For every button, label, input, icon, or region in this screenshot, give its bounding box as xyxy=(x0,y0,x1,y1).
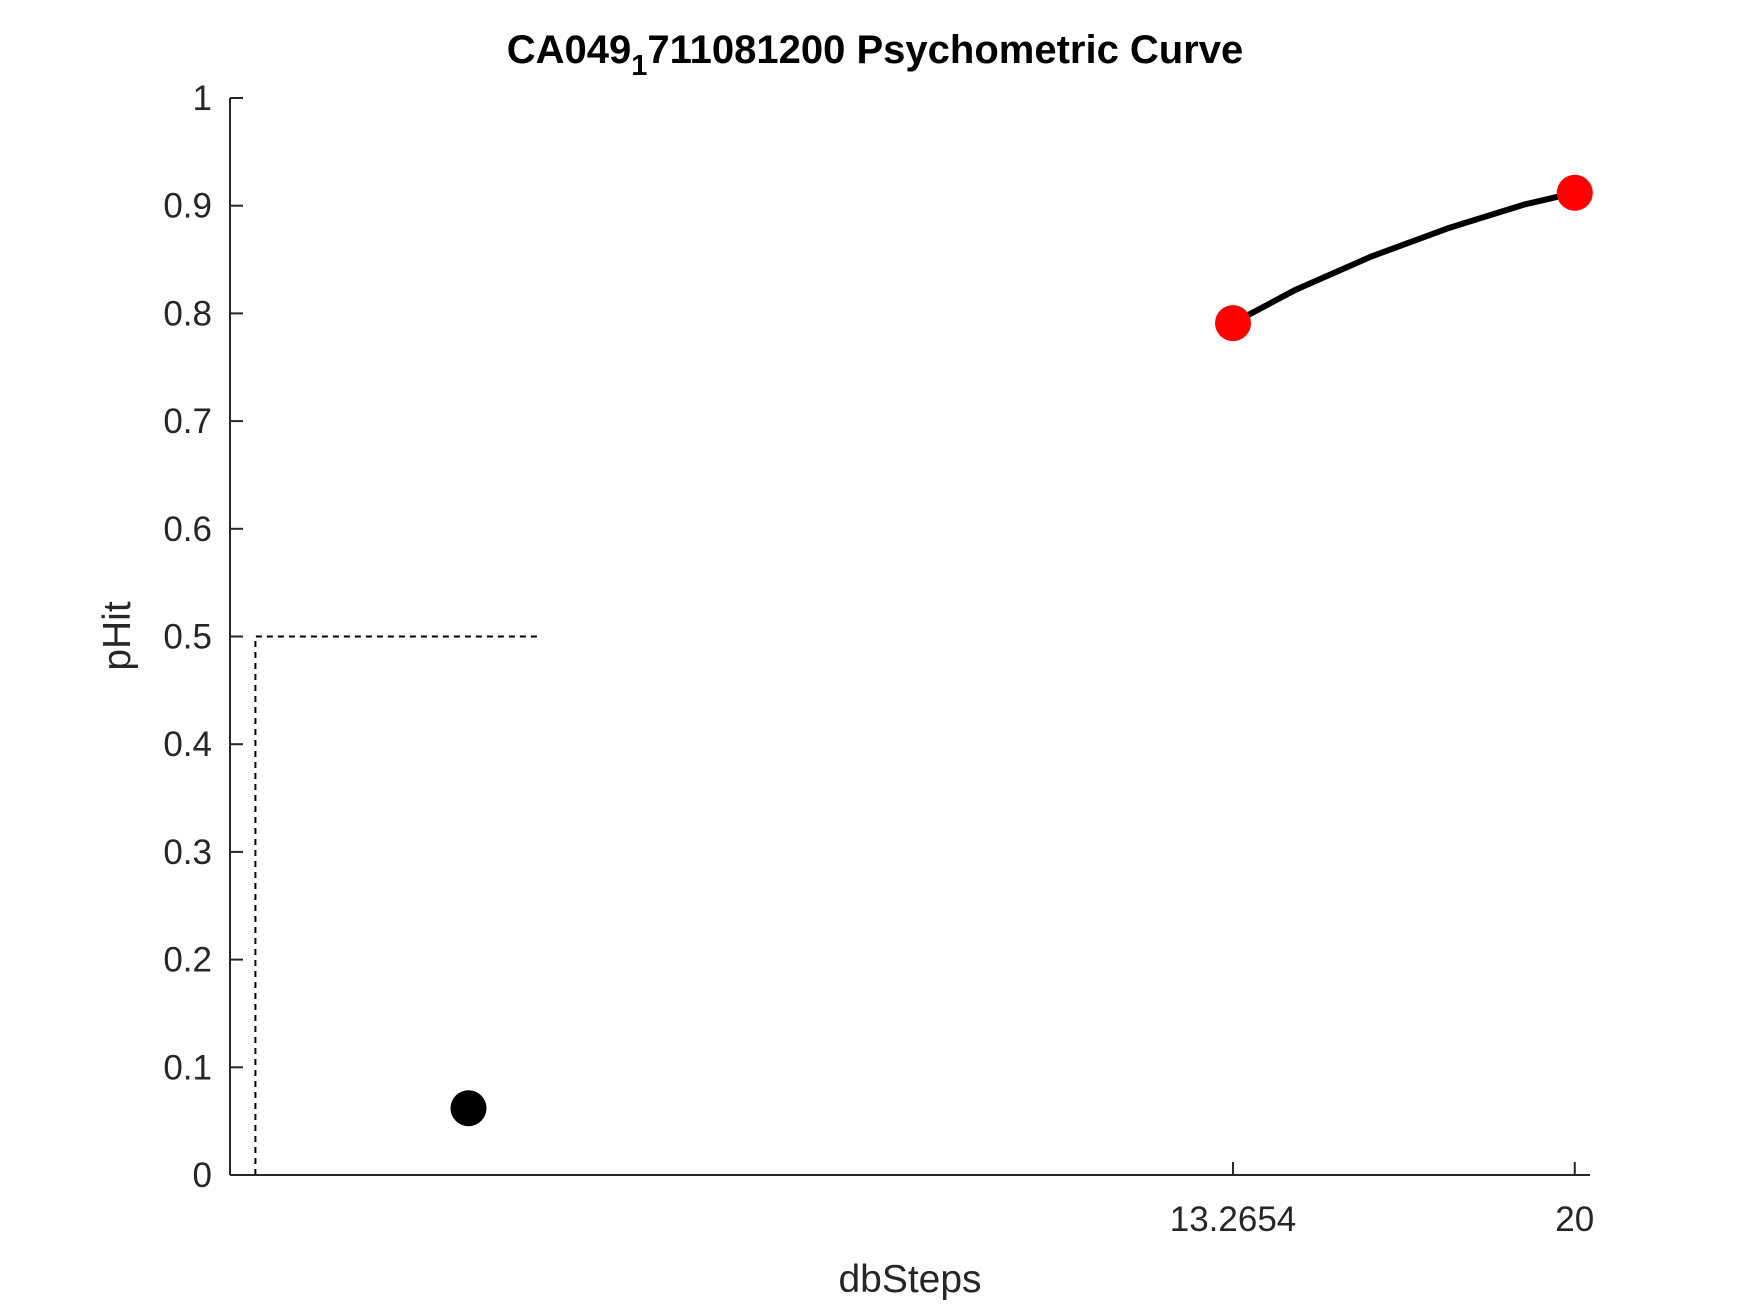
y-tick-label: 0.9 xyxy=(163,187,212,226)
x-tick-group: 13.2654 20 xyxy=(1170,1162,1594,1239)
x-tick-label: 13.2654 xyxy=(1170,1200,1297,1239)
x-tick-label: 20 xyxy=(1555,1200,1594,1239)
fit-curve-line xyxy=(1230,189,1578,327)
y-tick-label: 0.3 xyxy=(163,833,212,872)
chart-title-main: CA049 xyxy=(507,28,632,72)
guide-dashed-line xyxy=(254,635,540,1175)
y-tick-label: 0.1 xyxy=(163,1048,212,1087)
series-point-layer xyxy=(450,174,1593,1127)
y-tick-label: 0.4 xyxy=(163,725,212,764)
chart-title-subscript: 1 xyxy=(631,50,647,82)
guide-layer xyxy=(254,635,540,1175)
y-tick-label: 0.7 xyxy=(163,402,212,441)
y-tick-label: 1 xyxy=(193,79,212,118)
series-line-layer xyxy=(1230,189,1578,327)
x-axis-label: dbSteps xyxy=(838,1258,981,1301)
y-tick-label: 0.2 xyxy=(163,941,212,980)
y-tick-label: 0.8 xyxy=(163,294,212,333)
y-tick-label: 0.5 xyxy=(163,618,212,657)
data-point xyxy=(450,1090,487,1127)
chart-title-rest: 711081200 Psychometric Curve xyxy=(647,28,1243,72)
chart-title: CA0491711081200 Psychometric Curve xyxy=(507,28,1244,82)
y-axis-label: pHit xyxy=(96,601,139,671)
y-tick-label: 0 xyxy=(193,1156,212,1195)
data-point xyxy=(1215,305,1251,342)
y-tick-group: 0 0.1 0.2 0.3 0.4 0.5 0.6 0.7 0.8 0.9 1 xyxy=(163,79,243,1195)
data-point xyxy=(1556,174,1593,211)
y-tick-label: 0.6 xyxy=(163,510,212,549)
